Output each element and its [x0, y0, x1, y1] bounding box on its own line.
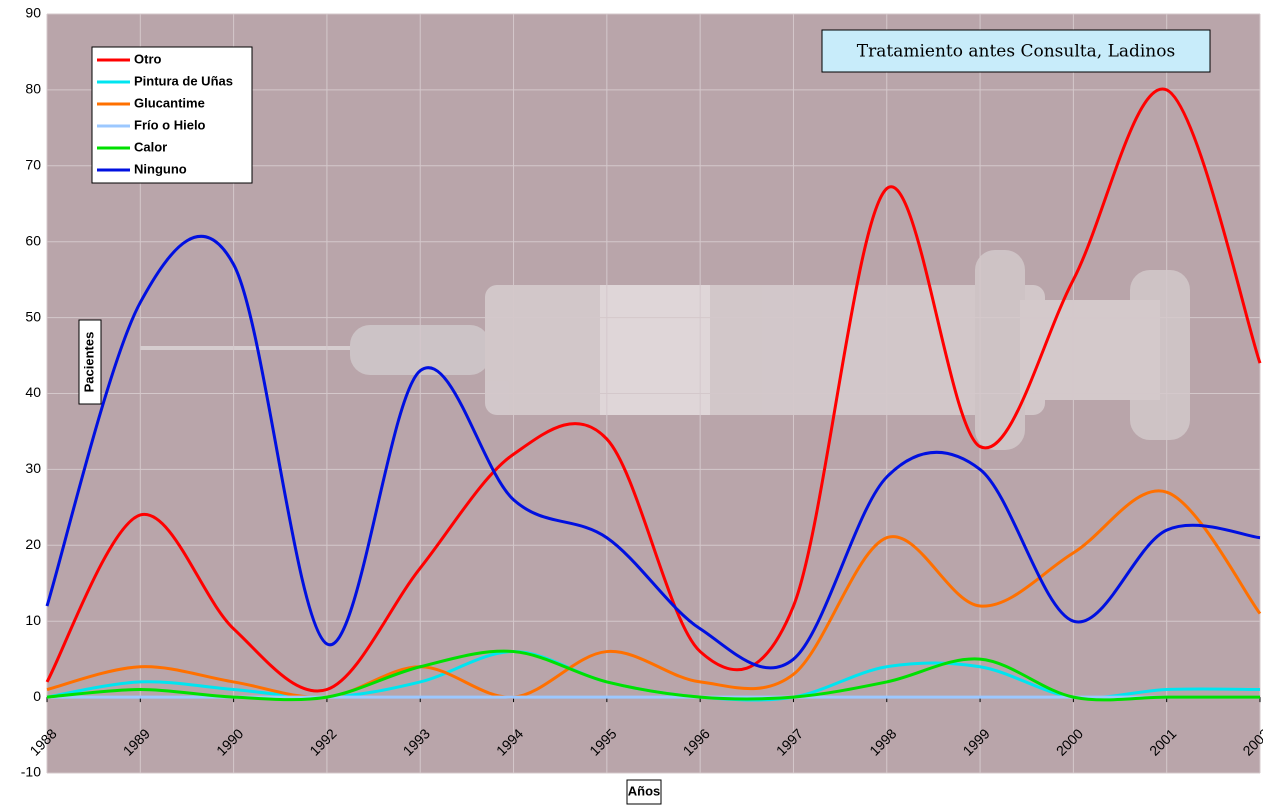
y-tick-label: 70: [25, 157, 41, 173]
y-tick-label: 90: [25, 5, 41, 21]
legend-label: Glucantime: [134, 95, 205, 110]
y-tick-label: 30: [25, 460, 41, 476]
legend-label: Calor: [134, 139, 167, 154]
y-tick-label: 60: [25, 232, 41, 248]
y-tick-label: 40: [25, 384, 41, 400]
y-tick-label: -10: [21, 764, 41, 780]
x-axis-label: Años: [628, 783, 661, 798]
legend: Otro Pintura de Uñas Glucantime Frío o Hiel…: [92, 47, 252, 183]
y-tick-label: 10: [25, 612, 41, 628]
y-tick-label: 80: [25, 81, 41, 97]
y-tick-label: 50: [25, 308, 41, 324]
chart: Tratamiento antes Consulta, Ladinos Paci…: [0, 0, 1263, 811]
legend-label: Otro: [134, 51, 162, 66]
chart-title: Tratamiento antes Consulta, Ladinos: [857, 42, 1175, 62]
y-tick-label: 0: [33, 688, 41, 704]
y-axis-label: Pacientes: [81, 332, 96, 393]
legend-label: Pintura de Uñas: [134, 73, 233, 88]
y-tick-label: 20: [25, 536, 41, 552]
legend-label: Ninguno: [134, 161, 187, 176]
legend-label: Frío o Hielo: [134, 117, 206, 132]
